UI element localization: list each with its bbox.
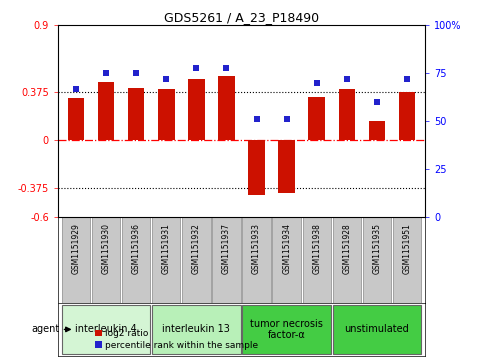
Point <box>223 65 230 70</box>
Bar <box>309 97 325 140</box>
Bar <box>393 217 421 303</box>
Bar <box>242 217 270 303</box>
Bar <box>68 98 85 140</box>
Bar <box>98 82 114 140</box>
Bar <box>248 140 265 195</box>
Text: interleukin 13: interleukin 13 <box>162 325 230 334</box>
Text: unstimulated: unstimulated <box>344 325 409 334</box>
Text: interleukin 4: interleukin 4 <box>75 325 137 334</box>
Text: GSM1151934: GSM1151934 <box>282 223 291 274</box>
Legend: log2 ratio, percentile rank within the sample: log2 ratio, percentile rank within the s… <box>92 325 262 353</box>
Bar <box>218 77 235 140</box>
Point <box>403 76 411 82</box>
Bar <box>302 217 331 303</box>
Bar <box>158 89 174 140</box>
Bar <box>152 217 181 303</box>
Point <box>72 86 80 91</box>
Point <box>132 70 140 76</box>
Bar <box>122 217 150 303</box>
Text: GSM1151931: GSM1151931 <box>162 223 171 274</box>
Bar <box>128 88 144 140</box>
Text: GSM1151938: GSM1151938 <box>312 223 321 274</box>
Bar <box>369 121 385 140</box>
Bar <box>339 89 355 140</box>
Bar <box>242 305 331 354</box>
Point <box>343 76 351 82</box>
Point <box>373 99 381 105</box>
Text: GSM1151936: GSM1151936 <box>132 223 141 274</box>
Text: GSM1151951: GSM1151951 <box>402 223 412 274</box>
Point <box>193 65 200 70</box>
Bar <box>333 217 361 303</box>
Bar <box>188 79 205 140</box>
Bar <box>213 217 241 303</box>
Bar <box>182 217 211 303</box>
Text: GSM1151930: GSM1151930 <box>101 223 111 274</box>
Bar <box>278 140 295 193</box>
Text: GSM1151933: GSM1151933 <box>252 223 261 274</box>
Bar <box>92 217 120 303</box>
Text: GSM1151932: GSM1151932 <box>192 223 201 274</box>
Point <box>162 76 170 82</box>
Bar <box>272 217 301 303</box>
Bar <box>398 92 415 140</box>
Text: GSM1151928: GSM1151928 <box>342 223 351 274</box>
Title: GDS5261 / A_23_P18490: GDS5261 / A_23_P18490 <box>164 11 319 24</box>
Text: tumor necrosis
factor-α: tumor necrosis factor-α <box>250 319 323 340</box>
Text: GSM1151935: GSM1151935 <box>372 223 382 274</box>
Point <box>313 80 321 86</box>
Point <box>283 116 290 122</box>
Bar <box>363 217 391 303</box>
Point <box>253 116 260 122</box>
Text: agent: agent <box>31 325 59 334</box>
Bar <box>333 305 421 354</box>
Text: GSM1151937: GSM1151937 <box>222 223 231 274</box>
Bar <box>152 305 241 354</box>
Text: GSM1151929: GSM1151929 <box>71 223 81 274</box>
Bar <box>62 217 90 303</box>
Point <box>102 70 110 76</box>
Bar <box>62 305 150 354</box>
